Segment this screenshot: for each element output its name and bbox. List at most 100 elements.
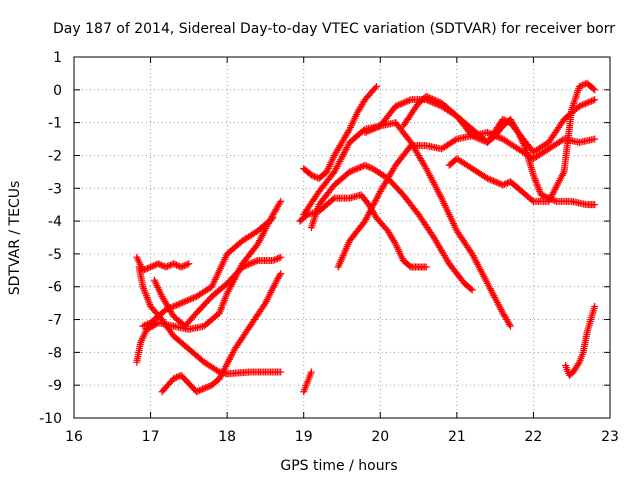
data-point xyxy=(269,256,277,264)
data-point xyxy=(174,262,182,270)
data-point xyxy=(588,97,596,105)
data-point xyxy=(591,135,599,143)
data-point xyxy=(171,374,179,382)
data-point xyxy=(197,386,205,394)
data-point xyxy=(350,166,358,174)
data-point xyxy=(369,125,377,133)
data-point xyxy=(497,134,505,142)
y-axis-title: SDTVAR / TECUs xyxy=(7,181,23,296)
data-point xyxy=(364,163,372,171)
series-s6 xyxy=(150,253,285,330)
data-point xyxy=(272,255,280,263)
data-point xyxy=(585,98,593,106)
data-point xyxy=(142,321,150,329)
data-point xyxy=(494,179,502,187)
data-point xyxy=(591,96,599,104)
data-point xyxy=(367,164,375,172)
series-s12 xyxy=(334,128,599,271)
data-point xyxy=(347,167,355,175)
data-point xyxy=(373,123,381,131)
series-s14 xyxy=(399,92,599,209)
x-tick-label: 23 xyxy=(601,429,619,445)
data-point xyxy=(356,163,364,171)
data-point xyxy=(277,270,285,278)
data-point xyxy=(468,132,476,140)
data-point xyxy=(589,85,597,93)
data-point xyxy=(180,262,188,270)
data-point xyxy=(493,178,501,186)
data-point xyxy=(361,161,369,169)
data-point xyxy=(179,298,187,306)
data-point xyxy=(370,125,378,133)
data-point xyxy=(252,257,260,265)
data-point xyxy=(363,128,371,136)
data-point xyxy=(591,201,599,209)
x-tick-label: 20 xyxy=(371,429,389,445)
data-point xyxy=(591,86,599,94)
series-s9 xyxy=(296,191,430,271)
data-point xyxy=(242,262,250,270)
data-point xyxy=(147,263,155,271)
data-point xyxy=(574,360,582,368)
data-point xyxy=(203,383,211,391)
x-tick-label: 21 xyxy=(448,429,466,445)
data-point xyxy=(401,98,409,106)
data-point xyxy=(148,262,156,270)
data-point xyxy=(194,387,202,395)
data-point xyxy=(363,162,371,170)
data-point xyxy=(364,127,372,135)
data-point xyxy=(506,320,513,328)
data-point xyxy=(183,297,191,305)
data-point xyxy=(482,173,490,181)
data-point xyxy=(151,261,159,269)
data-point xyxy=(243,261,251,269)
data-point xyxy=(156,260,164,268)
data-point xyxy=(170,260,178,268)
data-point xyxy=(276,199,284,207)
data-point xyxy=(496,134,504,142)
data-point xyxy=(405,96,413,104)
data-point xyxy=(307,368,315,376)
data-point xyxy=(427,94,435,102)
data-point xyxy=(528,196,536,204)
data-point xyxy=(182,297,190,305)
data-point xyxy=(575,102,583,110)
data-point xyxy=(144,320,152,328)
data-point xyxy=(358,163,366,171)
series-s7 xyxy=(300,368,315,396)
data-point xyxy=(551,197,559,205)
data-point xyxy=(179,262,187,270)
data-point xyxy=(177,263,185,271)
data-point xyxy=(353,165,361,173)
data-point xyxy=(173,261,181,269)
data-point xyxy=(171,302,179,310)
data-point xyxy=(433,97,441,105)
series-s16 xyxy=(562,302,599,379)
series-s5 xyxy=(139,214,277,330)
y-tick-label: -5 xyxy=(48,247,62,263)
data-point xyxy=(490,177,498,185)
data-point xyxy=(500,180,508,188)
data-point xyxy=(268,215,276,223)
data-point xyxy=(183,260,191,268)
data-point xyxy=(496,180,504,188)
data-point xyxy=(275,254,283,262)
series-s1 xyxy=(133,253,193,274)
x-axis-title: GPS time / hours xyxy=(280,458,397,474)
y-tick-labels: 1 0 -1 -2 -3 -4 -5 -6 -7 -8 -9 -10 xyxy=(39,50,62,427)
x-tick-labels: 16 17 18 19 20 21 22 23 xyxy=(65,429,619,445)
data-point xyxy=(196,386,204,394)
data-point xyxy=(399,99,407,107)
data-point xyxy=(307,171,315,179)
data-point xyxy=(483,128,491,136)
x-tick-label: 22 xyxy=(525,429,543,445)
data-point xyxy=(193,388,201,396)
data-point xyxy=(485,175,493,183)
data-point xyxy=(177,299,185,307)
data-point xyxy=(575,83,583,91)
data-point xyxy=(424,93,432,101)
data-point xyxy=(182,261,190,269)
grid xyxy=(74,57,610,418)
data-point xyxy=(467,285,475,293)
y-tick-label: -2 xyxy=(48,148,62,164)
